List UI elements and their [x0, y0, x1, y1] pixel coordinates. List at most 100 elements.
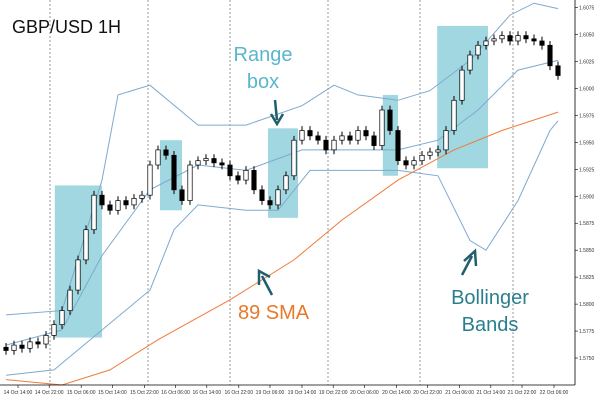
y-tick-label: 1.5975: [579, 113, 595, 119]
candle-body: [139, 194, 145, 199]
candle-body: [123, 200, 129, 206]
candle-body: [43, 335, 49, 345]
candle-body: [171, 154, 177, 191]
candle-body: [547, 44, 553, 67]
candle-body: [523, 35, 529, 40]
candle-body: [355, 130, 361, 141]
sma-label: 89 SMA: [238, 302, 310, 324]
candle-body: [275, 189, 281, 206]
bollinger-label: Bollinger Bands: [451, 287, 529, 336]
candle-body: [11, 344, 17, 351]
indicator-line: [5, 2, 559, 316]
candle-body: [371, 135, 377, 146]
y-tick-label: 1.5775: [579, 329, 595, 335]
candle-body: [59, 310, 65, 325]
x-tick-label: 19 Oct 06:00: [256, 390, 285, 396]
x-tick-label: 15 Oct 22:00: [130, 390, 159, 396]
candle-body: [515, 35, 521, 42]
y-tick-label: 1.6000: [579, 86, 595, 92]
candle-body: [315, 135, 321, 141]
candle-body: [51, 324, 57, 336]
candle-body: [475, 44, 481, 56]
candle-body: [3, 346, 9, 351]
y-tick-label: 1.5925: [579, 167, 595, 173]
candle-body: [187, 164, 193, 201]
x-tick-label: 14 Oct 22:00: [35, 390, 64, 396]
range-box-label: Range box: [233, 44, 293, 93]
candle-body: [379, 109, 385, 146]
candle-body: [555, 65, 561, 76]
candle-body: [83, 229, 89, 261]
y-tick-label: 1.6075: [579, 6, 595, 12]
x-tick-label: 16 Oct 22:00: [224, 390, 253, 396]
x-tick-label: 15 Oct 14:00: [98, 390, 127, 396]
x-tick-label: 20 Oct 22:00: [413, 390, 442, 396]
candle-body: [363, 130, 369, 137]
candle-body: [219, 162, 225, 166]
candle-body: [99, 194, 105, 206]
candle-body: [115, 200, 121, 211]
candle-body: [427, 151, 433, 156]
candle-body: [267, 200, 273, 206]
candle-body: [75, 259, 81, 291]
x-tick-label: 15 Oct 06:00: [67, 390, 96, 396]
candle-body: [403, 160, 409, 166]
candle-body: [411, 160, 417, 166]
arrow-head: [257, 268, 271, 285]
y-tick-label: 1.5800: [579, 302, 595, 308]
candle-body: [35, 341, 41, 345]
candle-body: [483, 40, 489, 46]
arrow: [260, 275, 274, 296]
candle-body: [235, 175, 241, 181]
candle-body: [259, 189, 265, 201]
candle-body: [211, 158, 217, 164]
chart-title: GBP/USD 1H: [12, 17, 122, 37]
indicator-line: [5, 111, 559, 386]
x-tick-label: 20 Oct 14:00: [382, 390, 411, 396]
candle-body: [499, 35, 505, 40]
candle-body: [27, 341, 33, 349]
y-tick-label: 1.5850: [579, 248, 595, 254]
candle-body: [195, 160, 201, 166]
y-tick-label: 1.5750: [579, 356, 595, 362]
candle-body: [419, 154, 425, 162]
x-tick-label: 14 Oct 14:00: [4, 390, 33, 396]
arrows: [257, 99, 478, 296]
candle-body: [539, 40, 545, 46]
candle-body: [435, 149, 441, 153]
arrow: [273, 99, 279, 121]
x-tick-label: 21 Oct 22:00: [508, 390, 537, 396]
candle-body: [251, 170, 257, 191]
x-tick-label: 19 Oct 14:00: [288, 390, 317, 396]
candle-body: [155, 149, 161, 166]
y-tick-label: 1.5825: [579, 275, 595, 281]
candle-body: [203, 158, 209, 162]
indicator-line: [5, 59, 559, 346]
candle-body: [531, 38, 537, 42]
candle-body: [339, 135, 345, 141]
candle-body: [347, 135, 353, 141]
candle-body: [179, 189, 185, 201]
y-tick-label: 1.5875: [579, 221, 595, 227]
candle-body: [227, 164, 233, 177]
x-tick-label: 16 Oct 14:00: [192, 390, 221, 396]
x-tick-label: 21 Oct 14:00: [476, 390, 505, 396]
x-tick-label: 22 Oct 06:00: [540, 390, 569, 396]
candle-body: [243, 170, 249, 181]
candle-body: [91, 194, 97, 231]
candle-body: [107, 204, 113, 211]
candle-body: [459, 69, 465, 101]
candle-body: [443, 130, 449, 151]
arrow-head: [269, 113, 285, 127]
y-tick-label: 1.5900: [579, 194, 595, 200]
x-tick-label: 21 Oct 06:00: [445, 390, 474, 396]
candle-body: [387, 109, 393, 131]
x-tick-label: 16 Oct 06:00: [161, 390, 190, 396]
candle-body: [451, 99, 457, 131]
arrow-head: [463, 248, 478, 267]
candle-body: [291, 139, 297, 177]
candle-body: [283, 175, 289, 191]
candle-body: [395, 130, 401, 162]
